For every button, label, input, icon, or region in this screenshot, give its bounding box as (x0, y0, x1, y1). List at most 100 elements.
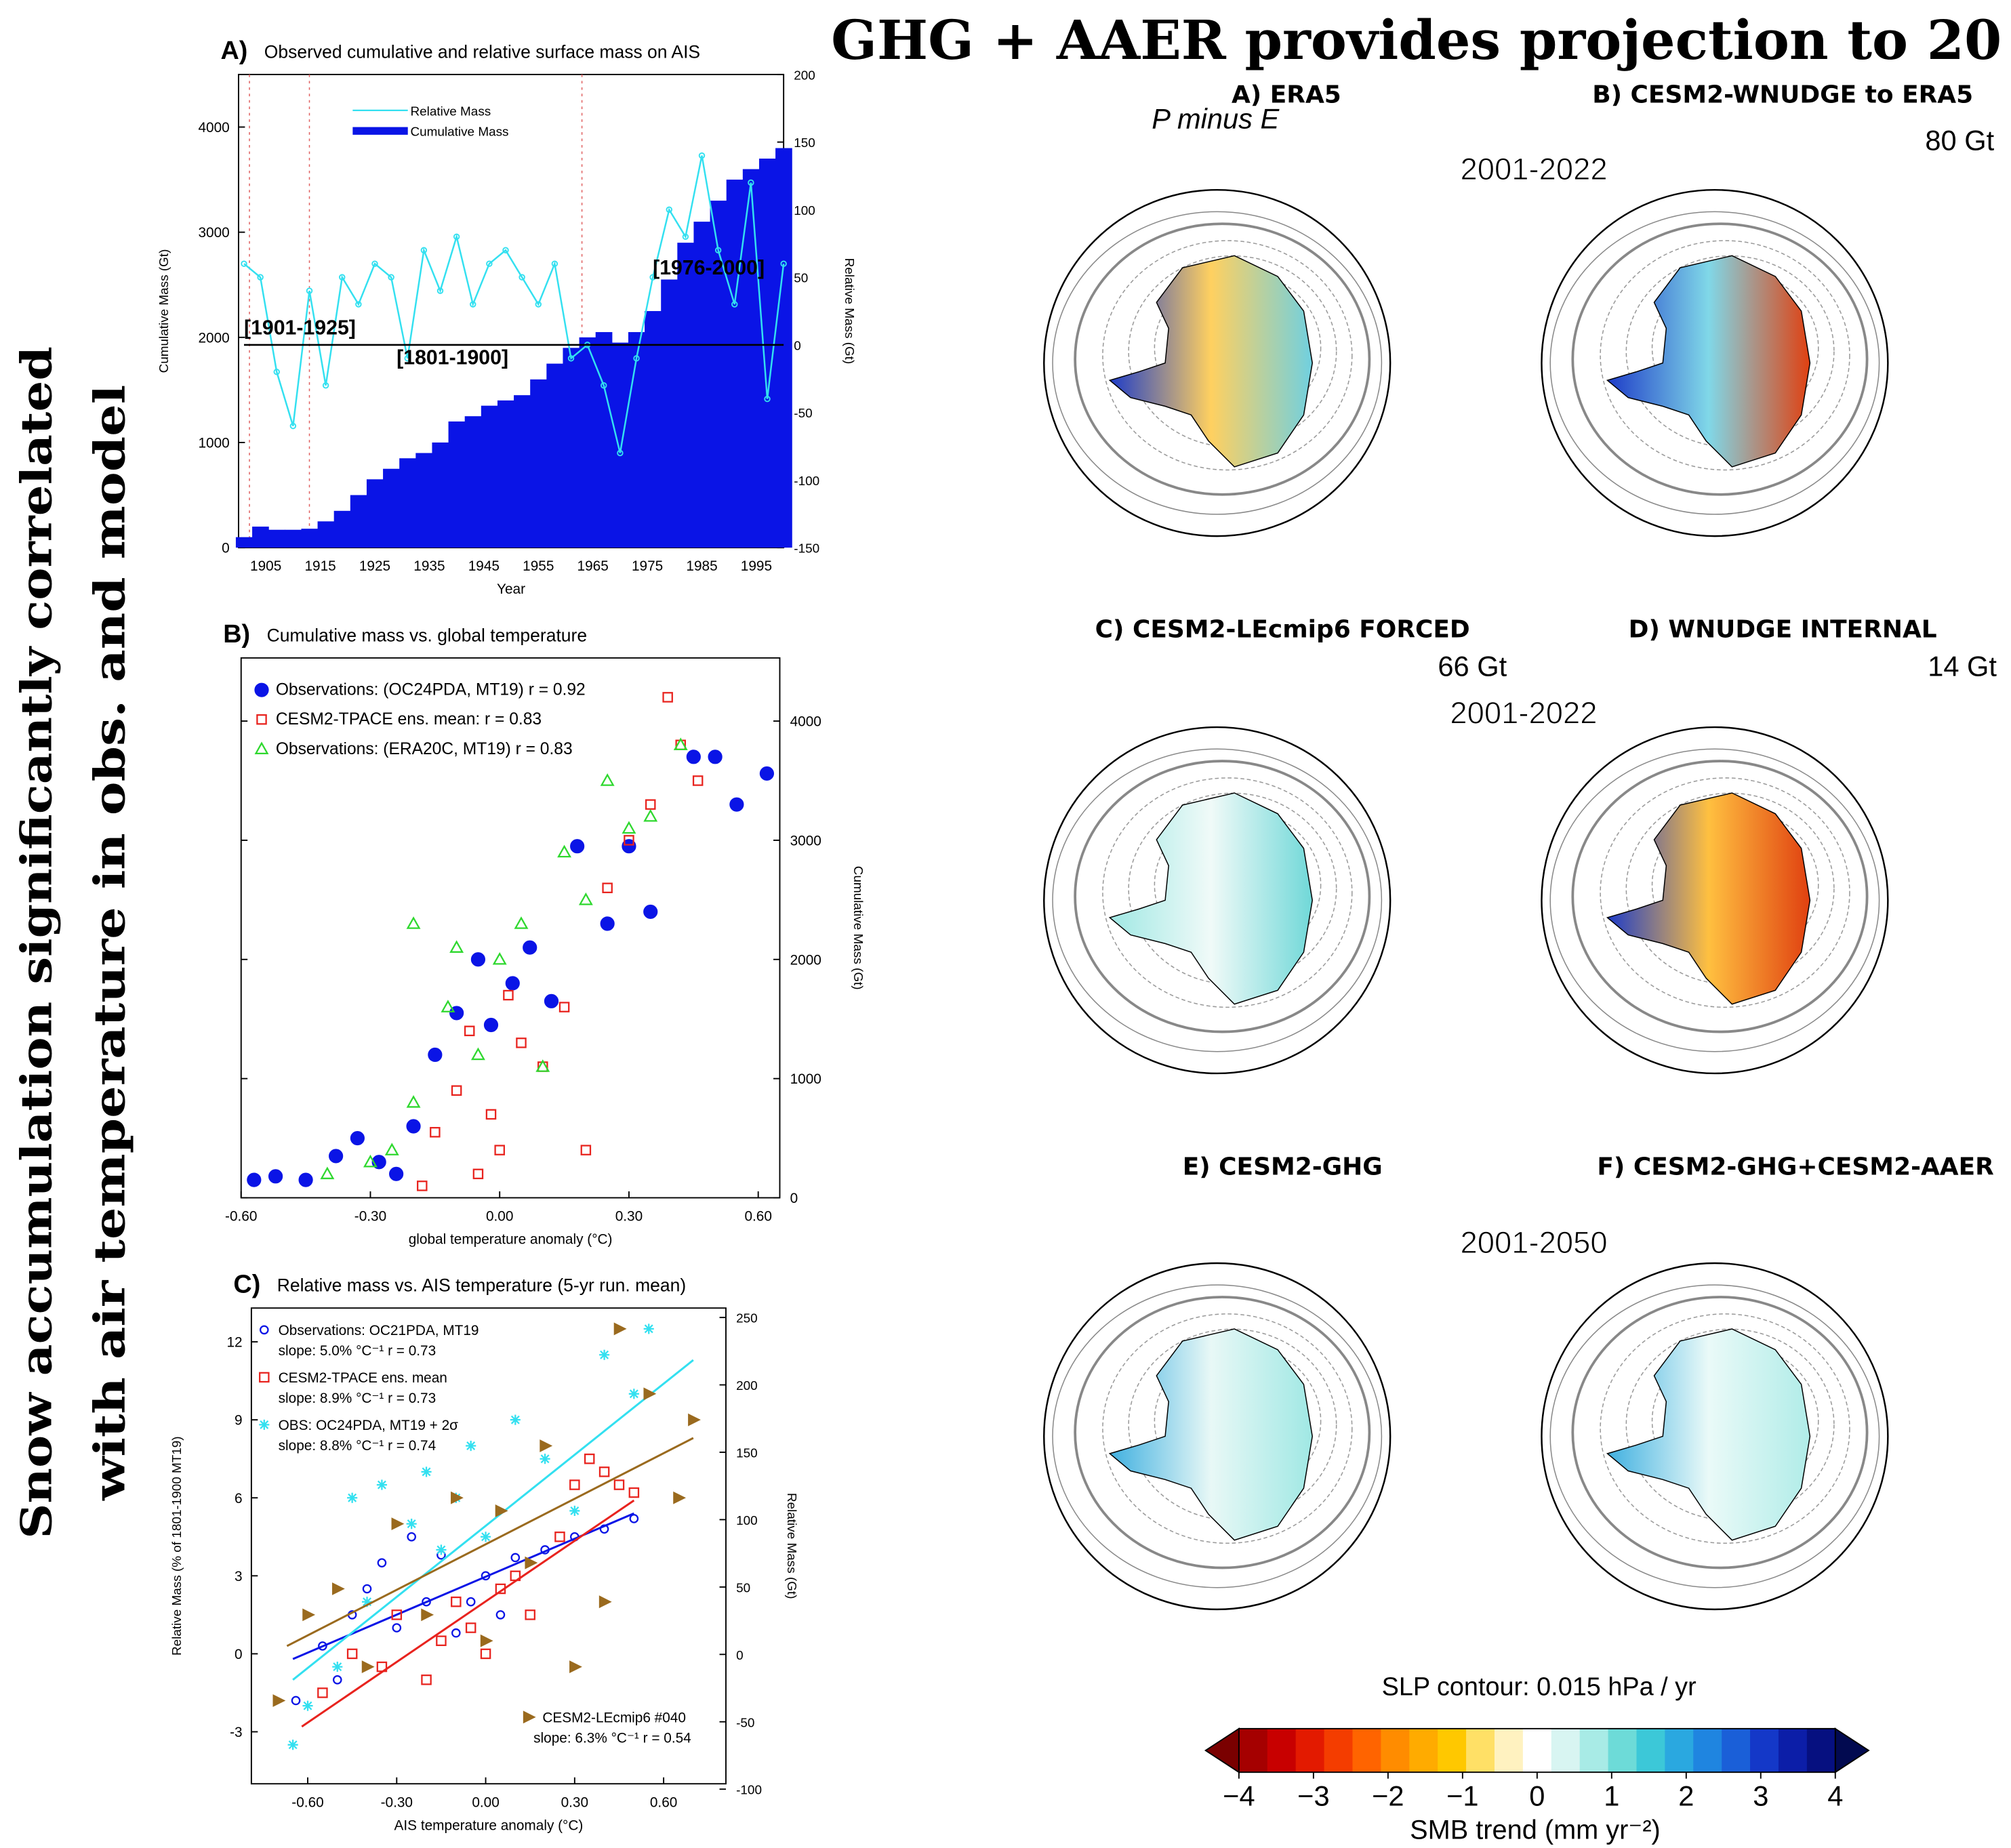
bar (775, 148, 792, 548)
point (666, 206, 672, 213)
y2-tick-label: 0 (736, 1649, 744, 1663)
x-tick-label: 0.30 (615, 1209, 643, 1225)
main-title: GHG + AAER provides projection to 20 (831, 8, 2002, 72)
y2-tick-label: 150 (736, 1447, 758, 1461)
point (569, 1505, 580, 1517)
point (472, 1168, 484, 1180)
point (291, 1696, 301, 1706)
point (363, 1154, 378, 1168)
point (600, 916, 615, 931)
point (329, 1149, 344, 1164)
x-tick-label: -0.30 (354, 1209, 386, 1225)
bar (383, 468, 400, 548)
point (451, 1085, 462, 1096)
point (466, 1440, 476, 1452)
y2-tick-label: 50 (794, 272, 808, 286)
point (241, 260, 247, 267)
fit-line (301, 1499, 635, 1728)
y2-tick-label: -50 (736, 1716, 754, 1730)
point (686, 750, 701, 764)
point (273, 369, 280, 375)
y-tick-label: 9 (235, 1413, 243, 1429)
legend-label: Observations: (ERA20C, MT19) r = 0.83 (276, 740, 573, 758)
colorbar-tick-label: −2 (1372, 1780, 1404, 1811)
point (470, 1047, 485, 1061)
point (384, 1143, 399, 1155)
x-tick-label: 1905 (250, 558, 281, 574)
colorbar-tick-label: 3 (1753, 1780, 1768, 1811)
point (480, 1648, 491, 1660)
point (417, 1180, 428, 1191)
point (257, 274, 264, 281)
y-axis-label: Relative Mass (% of 1801-1900 MT19) (170, 1436, 184, 1656)
point (633, 355, 640, 362)
point (613, 1479, 625, 1490)
point (449, 940, 464, 953)
point (318, 1641, 327, 1651)
point (600, 773, 615, 786)
y2-tick-label: -100 (736, 1784, 762, 1798)
contour (1052, 1284, 1383, 1588)
panel-letter: C) (233, 1271, 260, 1299)
contour (1102, 777, 1353, 1008)
colorbar-cell (1324, 1728, 1354, 1773)
map-note: 66 Gt (1438, 650, 1507, 682)
point (682, 233, 689, 241)
contour (1102, 240, 1353, 471)
point (570, 839, 585, 854)
point (519, 274, 525, 281)
point (391, 1609, 403, 1620)
fit-line (286, 1437, 694, 1647)
bar (628, 332, 645, 548)
colorbar-cell (1579, 1728, 1609, 1773)
point (486, 260, 493, 267)
colorbar-tick-label: 4 (1827, 1780, 1843, 1811)
plot-frame (250, 1307, 727, 1785)
point (371, 260, 378, 267)
colorbar-cell (1466, 1728, 1495, 1773)
x-tick-label: -0.30 (381, 1794, 413, 1810)
point (389, 1166, 404, 1181)
point (392, 1623, 402, 1633)
bar (432, 442, 449, 548)
map-title: B) CESM2-WNUDGE to ERA5 (1592, 81, 1973, 109)
colorbar-cell (1665, 1728, 1694, 1773)
colorbar-end (1834, 1727, 1870, 1773)
point (525, 1556, 538, 1569)
bar (726, 180, 744, 548)
point (362, 1584, 372, 1594)
legend-label: Relative Mass (411, 104, 491, 119)
legend-marker (523, 1710, 536, 1724)
colorbar-cell (1551, 1728, 1581, 1773)
point (580, 1145, 592, 1155)
contour (1600, 1313, 1850, 1544)
point (569, 1660, 582, 1674)
y2-axis-label: Relative Mass (Gt) (784, 1493, 798, 1599)
bar (333, 510, 351, 548)
chart-title: Cumulative mass vs. global temperature (267, 625, 588, 645)
point (578, 892, 593, 905)
y-tick-label: 2000 (790, 952, 821, 968)
point (731, 301, 738, 308)
x-tick-label: -0.60 (291, 1794, 323, 1810)
bar (661, 279, 678, 548)
x-tick-label: 1925 (359, 558, 390, 574)
point (617, 449, 624, 457)
bar (366, 479, 384, 548)
point (748, 179, 754, 186)
point (302, 1700, 313, 1711)
colorbar-tick-label: −1 (1446, 1780, 1478, 1811)
contour (1571, 222, 1869, 496)
point (287, 1740, 298, 1750)
point (780, 260, 787, 267)
point (503, 989, 514, 1001)
point (510, 1414, 521, 1425)
point (622, 821, 636, 834)
bar (530, 379, 547, 548)
legend-stats: slope: 8.8% °C⁻¹ r = 0.74 (279, 1438, 436, 1454)
point (554, 1532, 565, 1542)
colorbar-cell (1438, 1728, 1467, 1773)
antarctica (1606, 1328, 1811, 1541)
bar (611, 342, 629, 548)
bar (317, 521, 335, 548)
